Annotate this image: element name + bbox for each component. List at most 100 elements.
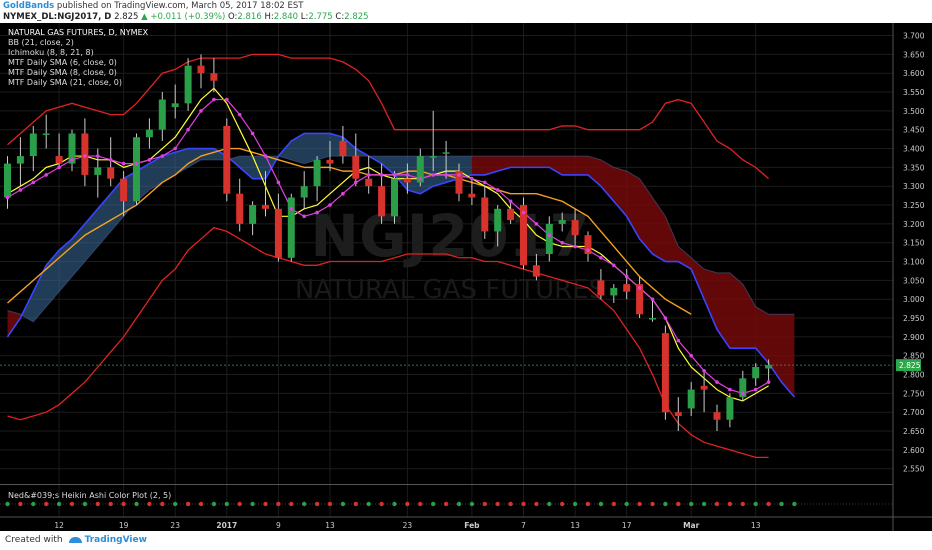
sma8-dot <box>650 297 655 302</box>
candle-body <box>558 220 566 224</box>
sma8-dot <box>624 274 629 279</box>
indicator-dot <box>263 501 268 507</box>
indicator-dot <box>611 501 616 507</box>
price-axis[interactable]: 3.700 3.650 3.600 3.550 3.500 3.450 3.400 3.350… <box>0 32 925 474</box>
indicator-dot <box>44 501 49 507</box>
candle-body <box>636 284 644 315</box>
indicator-label: Ned&#039;s Heikin Ashi Color Plot (2, 5) <box>8 491 171 500</box>
open-label: O: <box>227 12 238 22</box>
indicator-dot <box>185 501 191 507</box>
indicator-dot <box>650 501 655 507</box>
price-tick-label: 3.050 <box>903 276 925 285</box>
sma8-dot <box>276 180 281 185</box>
indicator-dot <box>714 501 720 507</box>
candle-body <box>752 367 760 379</box>
legend-item: MTF Daily SMA (6, close, 0) <box>8 58 117 67</box>
candle-body <box>262 205 269 209</box>
legend-item: MTF Daily SMA (8, close, 0) <box>8 68 117 77</box>
price-tick-label: 3.500 <box>903 107 925 116</box>
indicator-dot <box>598 501 604 507</box>
price-tick-label: 2.950 <box>903 314 925 323</box>
low-value: 2.775 <box>308 12 333 22</box>
candle-body <box>442 152 450 154</box>
sma8-dot <box>766 380 771 384</box>
bb-lower-line <box>7 226 769 459</box>
cloud-bear-fill <box>7 310 21 337</box>
candle-body <box>287 197 295 258</box>
candle-body <box>326 159 334 164</box>
close-label: C: <box>335 12 345 22</box>
indicator-dot <box>237 501 242 507</box>
sma8-dot <box>741 391 745 396</box>
indicator-dot <box>547 501 552 507</box>
candle-body <box>545 223 553 254</box>
price-tick-label: 3.450 <box>903 126 925 135</box>
sma8-dot <box>573 244 577 249</box>
indicator-dot <box>147 501 152 507</box>
footer: Created with TradingView <box>0 531 932 550</box>
time-tick-label: 13 <box>570 521 580 530</box>
price-change: ▲ +0.011 (+0.39%) <box>141 12 226 22</box>
indicator-dot <box>753 501 758 507</box>
sma8-dot <box>444 173 448 177</box>
sma8-dot <box>560 240 564 245</box>
candle-body <box>145 129 153 138</box>
price-axis-bg <box>893 23 932 531</box>
indicator-dot <box>340 501 346 507</box>
indicator-dot <box>198 501 204 507</box>
indicator-dot <box>69 501 75 507</box>
indicator-dot <box>792 501 797 507</box>
indicator-dot <box>431 501 436 507</box>
price-chart[interactable]: NGJ2017 NATURAL GAS FUTURES Ned&#039;s H… <box>0 23 932 531</box>
candle-body <box>352 156 360 179</box>
tradingview-link[interactable]: TradingView <box>84 535 147 545</box>
price-tick-label: 3.600 <box>903 69 925 78</box>
sma8-dot <box>5 195 10 200</box>
indicator-dot <box>31 501 36 507</box>
time-tick-label: Feb <box>464 521 480 530</box>
sma8-dot <box>534 222 539 226</box>
sma8-dot <box>663 316 668 320</box>
time-tick-label: 2017 <box>216 521 237 530</box>
price-tick-label: 2.650 <box>903 427 925 436</box>
candle-body <box>378 186 386 217</box>
sma8-dot <box>457 173 461 177</box>
indicator-dot <box>224 501 229 507</box>
indicator-dot <box>314 501 320 507</box>
time-tick-label: 13 <box>325 521 335 530</box>
indicator-dot <box>443 501 449 507</box>
candle-body <box>661 333 669 413</box>
candle-body <box>16 156 24 164</box>
open-value: 2.816 <box>237 12 262 22</box>
candle-body <box>274 208 282 258</box>
candle-body <box>610 287 618 296</box>
pane-separator[interactable] <box>0 484 893 485</box>
price-tick-label: 3.650 <box>903 50 925 59</box>
candle-body <box>687 389 695 409</box>
candle-body <box>223 125 231 194</box>
candle-body <box>726 397 734 420</box>
author-link[interactable]: GoldBands <box>3 1 55 11</box>
sma8-dot <box>250 131 255 136</box>
price-tick-label: 3.300 <box>903 182 925 191</box>
indicator-dot <box>469 501 475 507</box>
sma8-dot <box>392 173 397 177</box>
sma8-dot <box>328 203 332 207</box>
price-tick-label: 3.150 <box>903 239 925 248</box>
candle-body <box>571 220 579 236</box>
time-axis[interactable]: 12 19 23 2017 9 13 23 Feb 7 13 17 Mar 13 <box>54 521 760 530</box>
sma8-dot <box>83 154 87 158</box>
time-tick-label: Mar <box>683 521 700 530</box>
close-value: 2.825 <box>344 12 369 22</box>
sma8-dot <box>237 112 242 117</box>
indicator-dot <box>585 501 591 507</box>
candle-body <box>391 178 398 217</box>
last-price-tag <box>896 359 921 372</box>
indicator-dot <box>134 501 139 507</box>
indicator-dot <box>353 501 358 507</box>
sma8-dot <box>341 191 345 196</box>
candle-body <box>300 186 308 198</box>
sma8-dot <box>289 207 294 211</box>
legend-item: NATURAL GAS FUTURES, D, NYMEX <box>8 28 149 37</box>
